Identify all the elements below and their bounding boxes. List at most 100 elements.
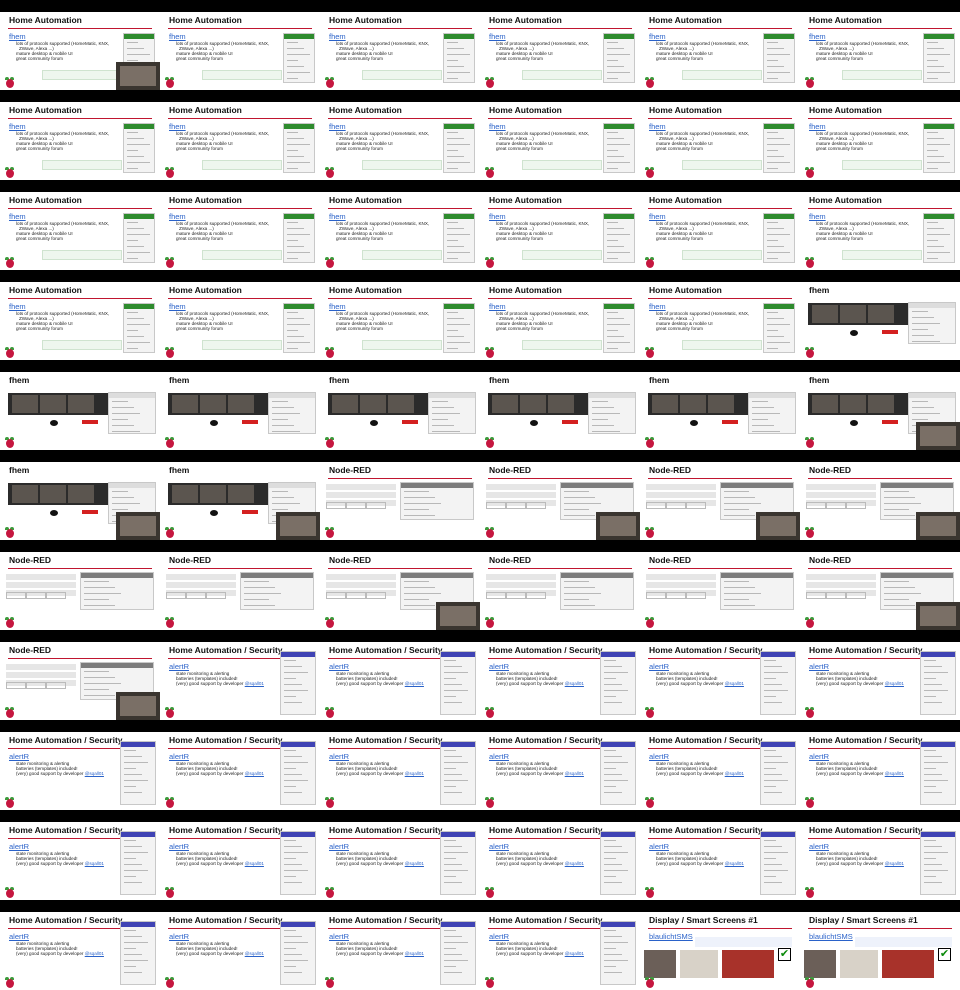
slide-thumbnail[interactable]: Home Automation / Security alertR state mo…	[800, 732, 960, 810]
slide-thumbnail[interactable]: Home Automation / Security alertR state mo…	[640, 642, 800, 720]
slide-thumbnail[interactable]: Display / Smart Screens #1 blaulichtSMS ✔	[640, 912, 800, 990]
slide-thumbnail[interactable]: Home Automation fhem lots of protocols sup…	[0, 12, 160, 90]
developer-handle[interactable]: @sqall01	[404, 951, 424, 956]
node-red-flow-box	[846, 502, 866, 509]
slide-thumbnail[interactable]: Home Automation fhem lots of protocols sup…	[0, 102, 160, 180]
fhem-alert-bar	[722, 420, 738, 424]
slide-thumbnail[interactable]: Home Automation / Security alertR state mo…	[480, 732, 640, 810]
developer-handle[interactable]: @sqall01	[564, 771, 584, 776]
slide-thumbnail[interactable]: fhem	[0, 462, 160, 540]
slide-thumbnail[interactable]: Home Automation fhem lots of protocols sup…	[160, 12, 320, 90]
slide-thumbnail[interactable]: Home Automation fhem lots of protocols sup…	[480, 282, 640, 360]
developer-handle[interactable]: @sqall01	[244, 951, 264, 956]
leaf-left	[485, 977, 489, 980]
slide-thumbnail[interactable]: Home Automation / Security alertR state mo…	[0, 822, 160, 900]
slide-thumbnail[interactable]: Home Automation / Security alertR state mo…	[640, 732, 800, 810]
developer-handle[interactable]: @sqall01	[84, 861, 104, 866]
developer-handle[interactable]: @sqall01	[244, 681, 264, 686]
slide-thumbnail[interactable]: Home Automation / Security alertR state mo…	[800, 642, 960, 720]
developer-handle[interactable]: @sqall01	[884, 861, 904, 866]
slide-thumbnail[interactable]: Home Automation / Security alertR state mo…	[640, 822, 800, 900]
slide-thumbnail[interactable]: Home Automation fhem lots of protocols sup…	[160, 102, 320, 180]
slide-thumbnail[interactable]: Home Automation / Security alertR state mo…	[160, 642, 320, 720]
slide-thumbnail[interactable]: fhem	[800, 372, 960, 450]
slide-thumbnail[interactable]: Home Automation fhem lots of protocols sup…	[640, 192, 800, 270]
developer-handle[interactable]: @sqall01	[724, 771, 744, 776]
developer-handle[interactable]: @sqall01	[724, 681, 744, 686]
developer-handle[interactable]: @sqall01	[884, 681, 904, 686]
slide-thumbnail[interactable]: Home Automation fhem lots of protocols sup…	[320, 102, 480, 180]
slide-thumbnail[interactable]: Home Automation fhem lots of protocols sup…	[0, 192, 160, 270]
slide-thumbnail[interactable]: Home Automation / Security alertR state mo…	[320, 822, 480, 900]
slide-thumbnail[interactable]: Home Automation fhem lots of protocols sup…	[320, 282, 480, 360]
slide-thumbnail[interactable]: fhem	[160, 462, 320, 540]
slide-thumbnail[interactable]: Home Automation / Security alertR state mo…	[0, 732, 160, 810]
title-rule	[488, 478, 632, 479]
developer-handle[interactable]: @sqall01	[84, 951, 104, 956]
slide-thumbnail[interactable]: Node-RED	[0, 552, 160, 630]
slide-thumbnail[interactable]: Home Automation fhem lots of protocols sup…	[640, 102, 800, 180]
slide-thumbnail[interactable]: Home Automation fhem lots of protocols sup…	[640, 282, 800, 360]
slide-thumbnail[interactable]: Node-RED	[480, 462, 640, 540]
slide-thumbnail[interactable]: Home Automation / Security alertR state mo…	[320, 732, 480, 810]
slide-thumbnail[interactable]: Home Automation / Security alertR state mo…	[800, 822, 960, 900]
raspberry-pi-logo-icon	[165, 707, 175, 718]
slide-thumbnail[interactable]: Home Automation / Security alertR state mo…	[480, 822, 640, 900]
developer-handle[interactable]: @sqall01	[884, 771, 904, 776]
slide-thumbnail[interactable]: Home Automation fhem lots of protocols sup…	[800, 12, 960, 90]
slide-thumbnail[interactable]: Node-RED	[480, 552, 640, 630]
berry	[326, 709, 334, 718]
slide-thumbnail[interactable]: Home Automation fhem lots of protocols sup…	[320, 192, 480, 270]
developer-handle[interactable]: @sqall01	[724, 861, 744, 866]
slide-thumbnail[interactable]: Home Automation fhem lots of protocols sup…	[800, 102, 960, 180]
slide-thumbnail[interactable]: Home Automation / Security alertR state mo…	[160, 912, 320, 990]
slide-thumbnail[interactable]: Node-RED	[160, 552, 320, 630]
slide-thumbnail[interactable]: Home Automation fhem lots of protocols sup…	[640, 12, 800, 90]
slide-thumbnail[interactable]: Home Automation / Security alertR state mo…	[160, 732, 320, 810]
slide-thumbnail[interactable]: Home Automation fhem lots of protocols sup…	[0, 282, 160, 360]
slide-thumbnail[interactable]: Node-RED	[320, 552, 480, 630]
developer-handle[interactable]: @sqall01	[244, 771, 264, 776]
slide-thumbnail[interactable]: Node-RED	[640, 552, 800, 630]
slide-thumbnail[interactable]: Home Automation / Security alertR state mo…	[320, 642, 480, 720]
slide-thumbnail[interactable]: fhem	[160, 372, 320, 450]
slide-thumbnail[interactable]: Node-RED	[640, 462, 800, 540]
slide-thumbnail[interactable]: Home Automation / Security alertR state mo…	[0, 912, 160, 990]
slide-thumbnail[interactable]: Home Automation / Security alertR state mo…	[480, 642, 640, 720]
slide-thumbnail[interactable]: Home Automation fhem lots of protocols sup…	[160, 282, 320, 360]
slide-thumbnail[interactable]: fhem	[0, 372, 160, 450]
slide-thumbnail[interactable]: Home Automation / Security alertR state mo…	[160, 822, 320, 900]
screenshot-row	[927, 162, 950, 163]
slide-thumbnail[interactable]: Node-RED	[800, 552, 960, 630]
developer-handle[interactable]: @sqall01	[84, 771, 104, 776]
slide-thumbnail[interactable]: Home Automation fhem lots of protocols sup…	[480, 192, 640, 270]
developer-handle[interactable]: @sqall01	[404, 771, 424, 776]
slide-thumbnail[interactable]: Home Automation fhem lots of protocols sup…	[160, 192, 320, 270]
developer-handle[interactable]: @sqall01	[404, 681, 424, 686]
node-red-flow-box	[46, 592, 66, 599]
slide-thumbnail[interactable]: fhem	[800, 282, 960, 360]
bullet-text: great community forum	[176, 56, 223, 61]
screenshot-row	[924, 858, 936, 859]
slide-thumbnail[interactable]: Display / Smart Screens #1 blaulichtSMS ✔	[800, 912, 960, 990]
developer-handle[interactable]: @sqall01	[404, 861, 424, 866]
developer-handle[interactable]: @sqall01	[564, 681, 584, 686]
slide-link: alertR	[9, 842, 30, 851]
slide-thumbnail[interactable]: Home Automation fhem lots of protocols sup…	[480, 12, 640, 90]
developer-handle[interactable]: @sqall01	[564, 861, 584, 866]
slide-thumbnail[interactable]: Node-RED	[320, 462, 480, 540]
slide-thumbnail[interactable]: Node-RED	[800, 462, 960, 540]
slide-thumbnail[interactable]: Node-RED	[0, 642, 160, 720]
slide-thumbnail[interactable]: fhem	[640, 372, 800, 450]
slide-thumbnail[interactable]: fhem	[480, 372, 640, 450]
slide-thumbnail[interactable]: Home Automation fhem lots of protocols sup…	[320, 12, 480, 90]
screenshot-row	[432, 407, 455, 408]
slide-thumbnail[interactable]: Home Automation / Security alertR state mo…	[480, 912, 640, 990]
slide-thumbnail[interactable]: Home Automation fhem lots of protocols sup…	[800, 192, 960, 270]
developer-handle[interactable]: @sqall01	[244, 861, 264, 866]
slide-thumbnail[interactable]: Home Automation / Security alertR state mo…	[320, 912, 480, 990]
slide-thumbnail[interactable]: Home Automation fhem lots of protocols sup…	[480, 102, 640, 180]
slide-thumbnail[interactable]: fhem	[320, 372, 480, 450]
developer-handle[interactable]: @sqall01	[564, 951, 584, 956]
screenshot-row	[767, 138, 784, 139]
